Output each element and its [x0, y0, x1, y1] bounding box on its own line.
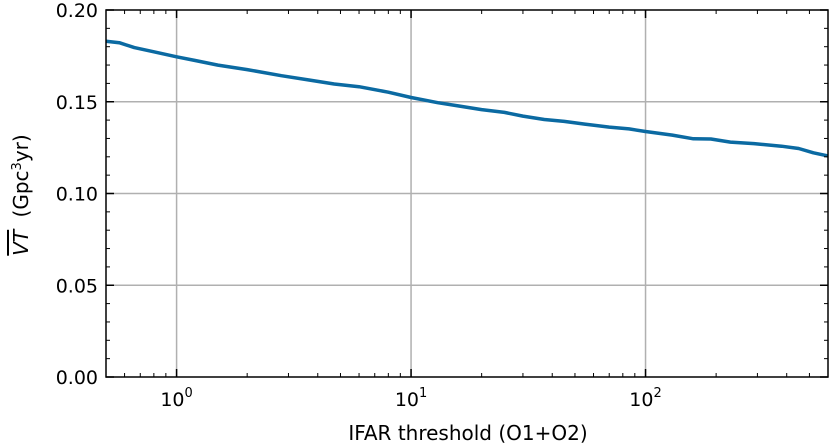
x-tick-label: 101: [395, 386, 427, 411]
x-tick-label: 102: [629, 386, 661, 411]
tick-labels: 0.00 0.05 0.10 0.15 0.20 100 101 102: [56, 0, 662, 411]
series-line-0: [105, 39, 829, 158]
series-layer: [105, 39, 829, 158]
y-tick-label: 0.10: [56, 184, 98, 206]
y-axis-symbol: VT: [9, 228, 33, 256]
x-axis-label: IFAR threshold (O1+O2): [348, 421, 587, 445]
plot-frame: [105, 9, 829, 378]
svg-text:VT (Gpc3yr): VT (Gpc3yr): [9, 134, 33, 255]
y-axis-label: VT (Gpc3yr): [9, 134, 33, 255]
y-tick-label: 0.00: [56, 367, 98, 389]
y-tick-label: 0.20: [56, 0, 98, 22]
y-tick-label: 0.15: [56, 92, 98, 114]
y-tick-label: 0.05: [56, 275, 98, 297]
grid-lines: [106, 10, 828, 377]
x-tick-label: 100: [160, 386, 192, 411]
